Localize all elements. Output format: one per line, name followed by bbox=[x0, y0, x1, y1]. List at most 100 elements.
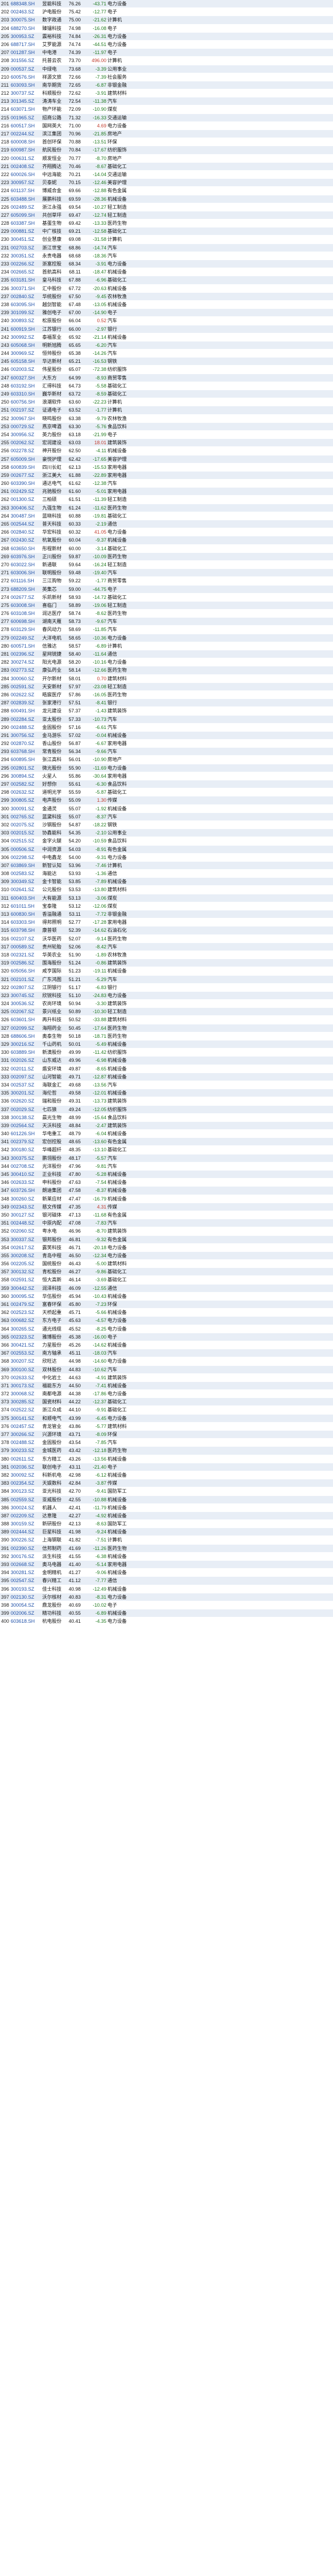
table-row: 284 300060.SZ 开尔新材 58.01 0.70 建筑材料 bbox=[0, 674, 333, 683]
row-index: 253 bbox=[1, 423, 10, 429]
table-row: 349 002343.SZ 慈文传媒 47.35 4.31 传媒 bbox=[0, 1203, 333, 1211]
row-index: 234 bbox=[1, 269, 10, 275]
industry-label: 电子 bbox=[107, 9, 118, 15]
row-index: 217 bbox=[1, 131, 10, 136]
stock-code: 002479.SZ bbox=[11, 1302, 35, 1307]
row-index: 259 bbox=[1, 472, 10, 478]
change-value: -15.53 bbox=[92, 464, 106, 470]
change-value: -17.28 bbox=[92, 920, 106, 925]
stock-name: 精功科技 bbox=[42, 1610, 62, 1616]
stock-code: 605068.SH bbox=[11, 342, 35, 348]
industry-label: 机械设备 bbox=[107, 879, 127, 885]
industry-label: 电力设备 bbox=[107, 1594, 127, 1600]
table-row: 286 002622.SZ 皓宸医疗 57.86 -16.05 医药生物 bbox=[0, 690, 333, 700]
industry-label: 建筑装饰 bbox=[107, 708, 127, 714]
industry-label: 非银金融 bbox=[107, 911, 127, 917]
table-row: 292 002870.SZ 香山股份 56.87 -6.67 家用电器 bbox=[0, 740, 333, 748]
stock-name: 欣锐科技 bbox=[42, 992, 62, 998]
stock-code: 300060.SZ bbox=[11, 675, 35, 681]
stock-name: 托普云农 bbox=[42, 58, 62, 64]
table-row: 383 002354.SZ 天娱数科 42.84 -3.87 传媒 bbox=[0, 1479, 333, 1488]
metric-value: 70.96 bbox=[68, 131, 81, 136]
change-value: -1.77 bbox=[95, 578, 106, 584]
industry-label: 银行 bbox=[107, 326, 118, 332]
stock-code: 300208.SZ bbox=[11, 1252, 35, 1258]
change-value: -28.36 bbox=[92, 196, 106, 202]
stock-name: 金固股份 bbox=[42, 1440, 62, 1446]
row-index: 309 bbox=[1, 879, 10, 885]
table-row: 266 002840.SZ 华宏科技 60.32 41.05 电力设备 bbox=[0, 528, 333, 537]
change-value: -1.36 bbox=[95, 871, 106, 877]
change-value: -6.61 bbox=[95, 724, 106, 730]
row-index: 219 bbox=[1, 147, 10, 153]
stock-name: 围海股份 bbox=[42, 960, 62, 966]
stock-code: 300745.SZ bbox=[11, 992, 35, 998]
industry-label: 机械设备 bbox=[107, 1196, 127, 1202]
row-index: 225 bbox=[1, 196, 10, 202]
metric-value: 61.24 bbox=[68, 505, 81, 511]
change-value: -2.19 bbox=[95, 521, 106, 527]
industry-label: 基础化工 bbox=[107, 513, 127, 519]
stock-code: 300375.SZ bbox=[11, 1155, 35, 1161]
industry-label: 公用事业 bbox=[107, 830, 127, 836]
table-row: 239 301099.SZ 雅创电子 67.00 -14.90 电子 bbox=[0, 309, 333, 317]
industry-label: 电力设备 bbox=[107, 1, 127, 6]
stock-name: 九强生物 bbox=[42, 505, 62, 511]
row-index: 373 bbox=[1, 1399, 10, 1405]
change-value: -17.86 bbox=[92, 1391, 106, 1397]
metric-value: 59.64 bbox=[68, 561, 81, 567]
stock-name: 中化岩土 bbox=[42, 1374, 62, 1380]
table-row: 358 002591.SZ 恒大高新 46.14 -3.69 基础化工 bbox=[0, 1276, 333, 1285]
stock-name: 杭氧股份 bbox=[42, 537, 62, 543]
stock-code: 002457.SZ bbox=[11, 1423, 35, 1429]
table-row: 234 002665.SZ 首航高科 68.11 -18.47 机械设备 bbox=[0, 268, 333, 277]
change-value: -10.62 bbox=[92, 1366, 106, 1372]
industry-label: 汽车 bbox=[107, 619, 118, 625]
industry-label: 电力设备 bbox=[107, 659, 127, 665]
stock-name: 阳光电源 bbox=[42, 659, 62, 665]
row-index: 207 bbox=[1, 50, 10, 56]
change-value: -9.45 bbox=[95, 293, 106, 299]
industry-label: 医药生物 bbox=[107, 1033, 127, 1039]
table-row: 364 300265.SZ 通光线缆 45.52 -8.25 电力设备 bbox=[0, 1325, 333, 1333]
stock-name: 银邦股份 bbox=[42, 1236, 62, 1242]
row-index: 316 bbox=[1, 936, 10, 941]
stock-name: 普天科技 bbox=[42, 521, 62, 527]
metric-value: 61.88 bbox=[68, 472, 81, 478]
table-row: 350 300127.SZ 银河磁体 47.13 -11.68 有色金属 bbox=[0, 1211, 333, 1220]
metric-value: 46.71 bbox=[68, 1244, 81, 1250]
stock-name: 常青股份 bbox=[42, 749, 62, 755]
industry-label: 计算机 bbox=[107, 643, 122, 649]
row-index: 286 bbox=[1, 692, 10, 697]
stock-name: 申科股份 bbox=[42, 1180, 62, 1186]
stock-code: 605099.SH bbox=[11, 212, 35, 218]
row-index: 337 bbox=[1, 1106, 10, 1112]
industry-label: 汽车 bbox=[107, 570, 118, 576]
metric-value: 47.58 bbox=[68, 1188, 81, 1194]
metric-value: 58.69 bbox=[68, 627, 81, 633]
metric-value: 52.07 bbox=[68, 936, 81, 941]
stock-name: 共创草坪 bbox=[42, 212, 62, 218]
row-index: 246 bbox=[1, 367, 10, 373]
industry-label: 机械设备 bbox=[107, 269, 127, 275]
table-row: 314 603303.SH 得邦照明 52.77 -17.28 家用电器 bbox=[0, 918, 333, 927]
stock-code: 605009.SH bbox=[11, 456, 35, 462]
table-row: 344 002708.SZ 光洋股份 47.96 -9.81 汽车 bbox=[0, 1162, 333, 1171]
stock-code: 002408.SZ bbox=[11, 163, 35, 169]
stock-name: 亚光科技 bbox=[42, 1488, 62, 1494]
metric-value: 53.12 bbox=[68, 903, 81, 909]
row-index: 339 bbox=[1, 1122, 10, 1128]
stock-name: 粤水电 bbox=[42, 1228, 57, 1234]
change-value: -20.18 bbox=[92, 1244, 106, 1250]
stock-name: 农尚环境 bbox=[42, 1001, 62, 1007]
metric-value: 51.21 bbox=[68, 976, 81, 982]
metric-value: 47.35 bbox=[68, 1204, 81, 1210]
row-index: 232 bbox=[1, 253, 10, 259]
stock-name: 博威合金 bbox=[42, 188, 62, 194]
change-value: -8.65 bbox=[95, 1066, 106, 1072]
table-row: 249 603310.SH 巍华新材 63.72 -8.59 基础化工 bbox=[0, 390, 333, 399]
row-index: 334 bbox=[1, 1082, 10, 1088]
metric-value: 42.13 bbox=[68, 1521, 81, 1527]
stock-code: 688270.SH bbox=[11, 25, 35, 31]
table-row: 228 603387.SH 基蛋生物 69.42 -13.33 医药生物 bbox=[0, 219, 333, 228]
